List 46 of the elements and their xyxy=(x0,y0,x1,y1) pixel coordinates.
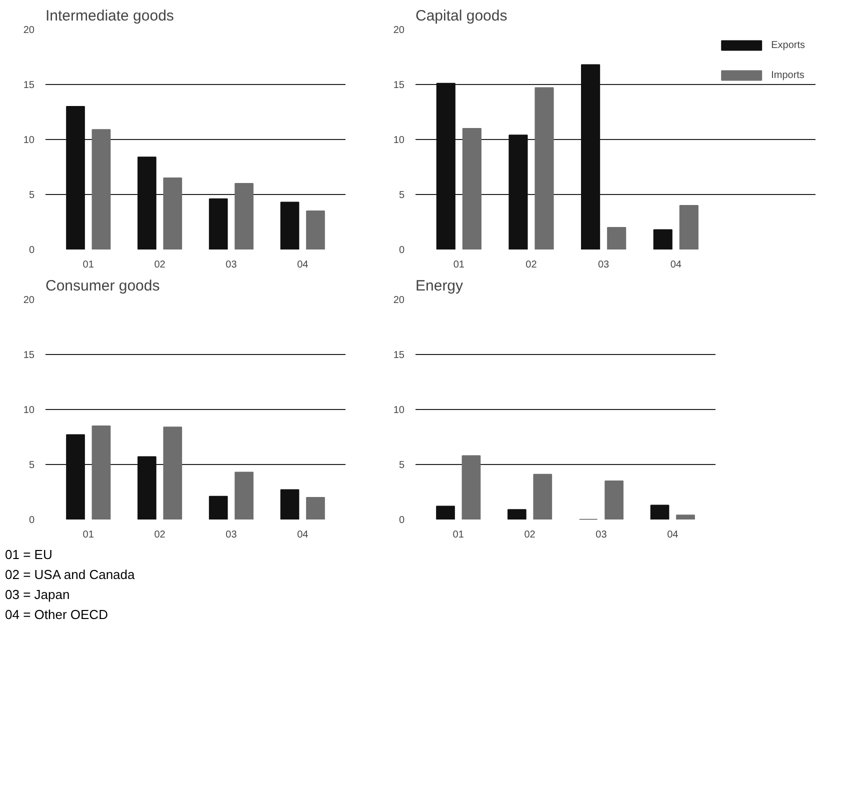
x-tick-label: 04 xyxy=(297,260,309,270)
y-tick-label: 5 xyxy=(398,190,405,201)
chart-title: Energy xyxy=(416,278,464,294)
x-tick-label: 04 xyxy=(670,260,682,270)
x-tick-label: 02 xyxy=(524,530,536,540)
x-tick-label: 02 xyxy=(526,260,538,270)
y-tick-label: 15 xyxy=(23,350,35,361)
text: 02 = USA and Canada xyxy=(5,567,135,582)
y-tick-label: 20 xyxy=(23,25,35,36)
x-tick-label: 01 xyxy=(453,260,465,270)
y-tick-label: 10 xyxy=(23,405,35,416)
y-tick-label: 5 xyxy=(398,460,405,471)
chart-title: Intermediate goods xyxy=(46,8,174,24)
y-tick-label: 10 xyxy=(393,405,405,416)
x-tick-label: 01 xyxy=(452,530,464,540)
y-tick-label: 15 xyxy=(393,350,405,361)
x-tick-label: 01 xyxy=(82,530,94,540)
y-tick-label: 20 xyxy=(393,295,405,306)
legend-label: Imports xyxy=(771,70,804,80)
y-tick-label: 10 xyxy=(393,135,405,146)
y-tick-label: 10 xyxy=(23,135,35,146)
x-tick-label: 03 xyxy=(226,530,238,540)
x-tick-label: 02 xyxy=(154,260,166,270)
y-tick-label: 20 xyxy=(393,25,405,36)
y-tick-label: 0 xyxy=(398,245,405,256)
y-tick-label: 5 xyxy=(28,460,35,471)
y-tick-label: 0 xyxy=(398,515,405,526)
x-tick-label: 04 xyxy=(667,530,679,540)
y-tick-label: 0 xyxy=(28,515,35,526)
x-tick-label: 04 xyxy=(297,530,309,540)
chart-title: Capital goods xyxy=(416,8,508,24)
chart-title: Consumer goods xyxy=(46,278,160,294)
y-tick-label: 5 xyxy=(28,190,35,201)
y-tick-label: 0 xyxy=(28,245,35,256)
y-tick-label: 15 xyxy=(393,80,405,91)
x-tick-label: 03 xyxy=(596,530,608,540)
x-tick-label: 02 xyxy=(154,530,166,540)
text: 01 = EU xyxy=(5,547,52,562)
legend-label: Exports xyxy=(771,40,805,50)
y-tick-label: 20 xyxy=(23,295,35,306)
x-tick-label: 03 xyxy=(598,260,610,270)
text: 04 = Other OECD xyxy=(5,607,108,622)
y-tick-label: 15 xyxy=(23,80,35,91)
x-tick-label: 03 xyxy=(226,260,238,270)
x-tick-label: 01 xyxy=(82,260,94,270)
text: 03 = Japan xyxy=(5,587,70,602)
